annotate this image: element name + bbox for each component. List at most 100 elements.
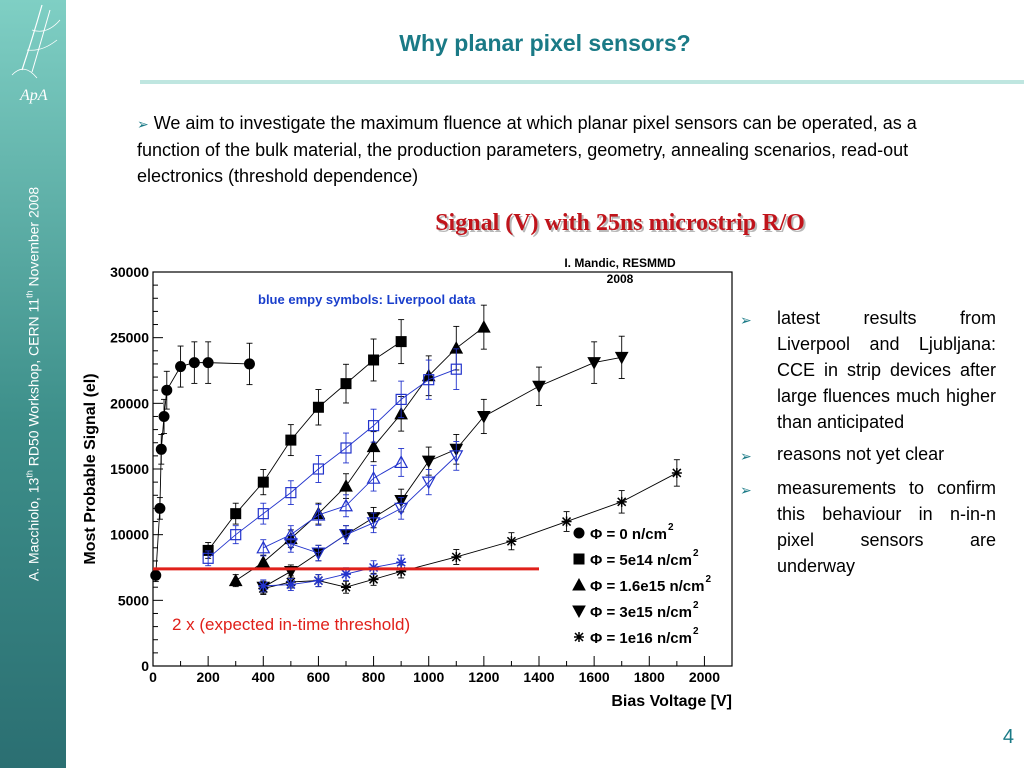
legend-sup: 2 <box>693 548 699 559</box>
data-point <box>256 555 271 568</box>
data-point <box>395 393 407 405</box>
data-point <box>311 547 326 561</box>
legend-sup: 2 <box>705 574 711 585</box>
bullet-text: latest results from Liverpool and Ljublj… <box>777 308 996 432</box>
data-point <box>313 575 324 586</box>
bullet-item: ➢ reasons not yet clear <box>740 441 996 469</box>
data-point <box>450 363 462 375</box>
chart-heading: Signal (V) with 25ns microstrip R/O <box>435 210 805 236</box>
series-0 <box>150 341 255 583</box>
data-point <box>257 508 269 520</box>
data-point <box>202 552 214 564</box>
data-point <box>368 354 380 366</box>
bullet-item: ➢ latest results from Liverpool and Ljubl… <box>740 305 996 435</box>
page-title: Why planar pixel sensors? <box>399 30 691 56</box>
data-point <box>366 517 381 531</box>
data-point <box>340 442 352 454</box>
data-point <box>421 455 436 469</box>
data-point <box>150 569 162 581</box>
y-axis-label: Most Probable Signal (el) <box>82 373 99 564</box>
data-point <box>614 351 629 365</box>
data-point <box>477 320 491 333</box>
legend-label: Φ = 5e14 n/cm <box>590 552 692 569</box>
y-tick-label: 30000 <box>110 264 149 280</box>
data-point <box>395 336 407 348</box>
data-point <box>339 479 353 492</box>
data-point <box>671 467 682 478</box>
data-point <box>396 557 407 568</box>
data-point <box>340 378 352 390</box>
legend-label: Φ = 1e16 n/cm <box>590 630 692 647</box>
x-tick-label: 600 <box>307 669 331 685</box>
data-point <box>573 527 585 539</box>
data-point <box>283 538 298 552</box>
bullet-item: ➢ measurements to confirm this behaviour … <box>740 475 996 579</box>
data-point <box>573 553 585 565</box>
data-point <box>561 516 572 527</box>
sidebar: ApA A. Macchiolo, 13th RD50 Workshop, CE… <box>0 0 66 768</box>
data-point <box>175 361 187 373</box>
data-point <box>366 439 381 453</box>
x-tick-label: 400 <box>252 669 276 685</box>
data-point <box>423 374 435 386</box>
logo-icon: ApA <box>11 4 61 104</box>
data-point <box>230 529 242 541</box>
data-point <box>312 463 325 475</box>
data-point <box>341 582 351 593</box>
x-tick-label: 1400 <box>523 669 554 685</box>
arrow-bullet-icon: ➢ <box>740 448 752 464</box>
data-point <box>394 455 409 469</box>
data-point <box>338 529 354 542</box>
x-tick-label: 0 <box>149 669 157 685</box>
data-point <box>230 508 242 520</box>
data-point <box>506 536 517 547</box>
y-tick-label: 10000 <box>110 527 149 543</box>
y-tick-label: 20000 <box>110 395 149 411</box>
bullet-text: measurements to confirm this behaviour i… <box>777 478 996 576</box>
legend-sup: 2 <box>668 522 674 533</box>
legend-label: Φ = 3e15 n/cm <box>590 604 692 621</box>
series-6 <box>256 448 409 557</box>
data-point <box>228 573 243 587</box>
arrow-bullet-icon: ➢ <box>740 312 752 328</box>
data-point <box>366 470 381 484</box>
data-point <box>451 551 462 562</box>
data-point <box>285 434 297 446</box>
author-footer: A. Macchiolo, 13th RD50 Workshop, CERN 1… <box>24 186 42 582</box>
data-point <box>257 476 269 488</box>
legend-label: Φ = 0 n/cm <box>590 526 667 543</box>
series-line <box>235 326 485 582</box>
data-point <box>258 580 269 591</box>
x-tick-label: 200 <box>196 669 220 685</box>
series-7 <box>283 441 464 562</box>
data-point <box>396 566 407 577</box>
data-point <box>154 502 166 514</box>
arrow-bullet-icon: ➢ <box>137 116 149 132</box>
data-point <box>421 476 436 490</box>
data-point <box>285 487 297 499</box>
x-tick-label: 1600 <box>579 669 610 685</box>
data-point <box>244 358 255 370</box>
logo-text: ApA <box>19 87 48 104</box>
data-point <box>532 380 546 394</box>
data-point <box>312 401 324 413</box>
credit-year: 2008 <box>607 272 634 286</box>
data-point <box>311 507 326 521</box>
x-tick-label: 1200 <box>468 669 499 685</box>
data-point <box>256 540 271 554</box>
data-point <box>161 384 173 396</box>
threshold-label: 2 x (expected in-time threshold) <box>172 615 410 634</box>
title-divider <box>140 80 1024 84</box>
arrow-bullet-icon: ➢ <box>740 482 752 498</box>
legend-sup: 2 <box>693 600 699 611</box>
y-tick-label: 0 <box>141 658 149 674</box>
signal-chart: 0 200 400 600 800 1000 1200 1400 1600 1800 2000050… <box>82 256 733 710</box>
intro-text: ➢ We aim to investigate the maximum flue… <box>137 113 917 186</box>
liverpool-note: blue empy symbols: Liverpool data <box>258 292 476 307</box>
x-tick-label: 1000 <box>413 669 444 685</box>
data-point <box>449 450 464 464</box>
x-tick-label: 1800 <box>634 669 665 685</box>
x-tick-label: 800 <box>362 669 386 685</box>
x-tick-label: 2000 <box>689 669 720 685</box>
data-point <box>368 574 379 585</box>
